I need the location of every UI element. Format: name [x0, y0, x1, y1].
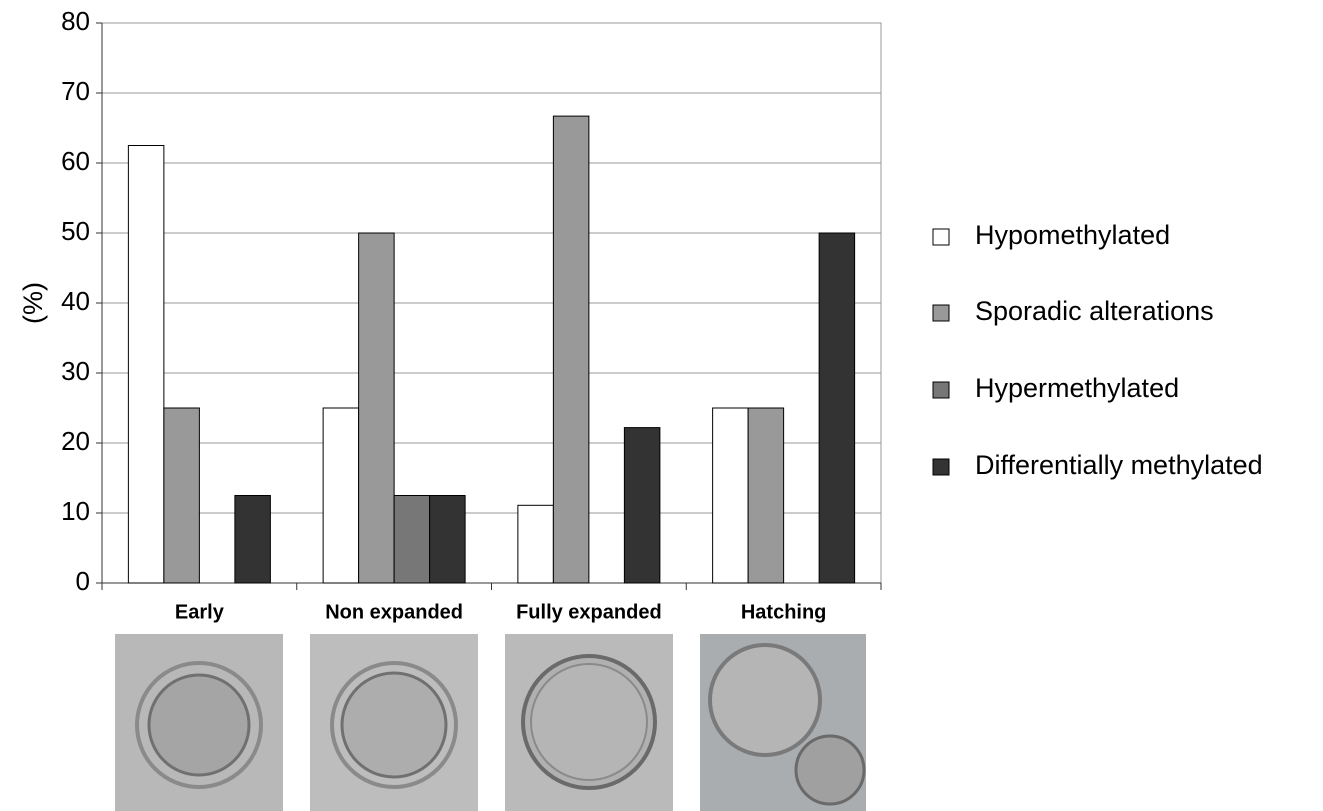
x-tick-label: Fully expanded — [516, 601, 662, 623]
bar — [818, 232, 856, 584]
bar — [163, 407, 200, 584]
embryo-images — [115, 634, 866, 811]
legend-swatch — [932, 458, 950, 476]
embryo-image — [505, 634, 673, 811]
bar — [429, 495, 466, 584]
x-tick-label: Early — [175, 601, 225, 623]
bar — [517, 504, 554, 584]
legend-label: Hypermethylated — [975, 373, 1179, 403]
legend-label: Hypomethylated — [975, 220, 1170, 250]
legend-swatch — [932, 228, 950, 246]
bar — [127, 145, 165, 584]
y-tick-label: 0 — [76, 566, 90, 596]
y-tick-label: 40 — [61, 286, 90, 316]
bar — [358, 232, 395, 584]
y-tick-label: 50 — [61, 216, 90, 246]
bar — [623, 427, 661, 584]
legend-label: Sporadic alterations — [975, 296, 1214, 326]
bar — [234, 495, 271, 584]
x-tick-label: Hatching — [741, 601, 827, 623]
bar — [393, 495, 431, 584]
bar — [322, 407, 360, 584]
y-tick-label: 80 — [61, 6, 90, 36]
y-axis-label: (%) — [18, 282, 48, 324]
embryo-image — [310, 634, 478, 811]
embryo-image — [115, 634, 283, 811]
y-tick-label: 20 — [61, 426, 90, 456]
bar — [747, 407, 785, 584]
y-tick-label: 60 — [61, 146, 90, 176]
legend-swatch — [932, 304, 950, 322]
embryo-image — [700, 634, 866, 811]
y-tick-label: 10 — [61, 496, 90, 526]
y-tick-label: 30 — [61, 356, 90, 386]
bar — [712, 407, 749, 584]
x-tick-label: Non expanded — [325, 601, 463, 623]
y-tick-label: 70 — [61, 76, 90, 106]
bar — [552, 115, 590, 584]
legend-label: Differentially methylated — [975, 450, 1263, 480]
legend-swatch — [932, 381, 950, 399]
